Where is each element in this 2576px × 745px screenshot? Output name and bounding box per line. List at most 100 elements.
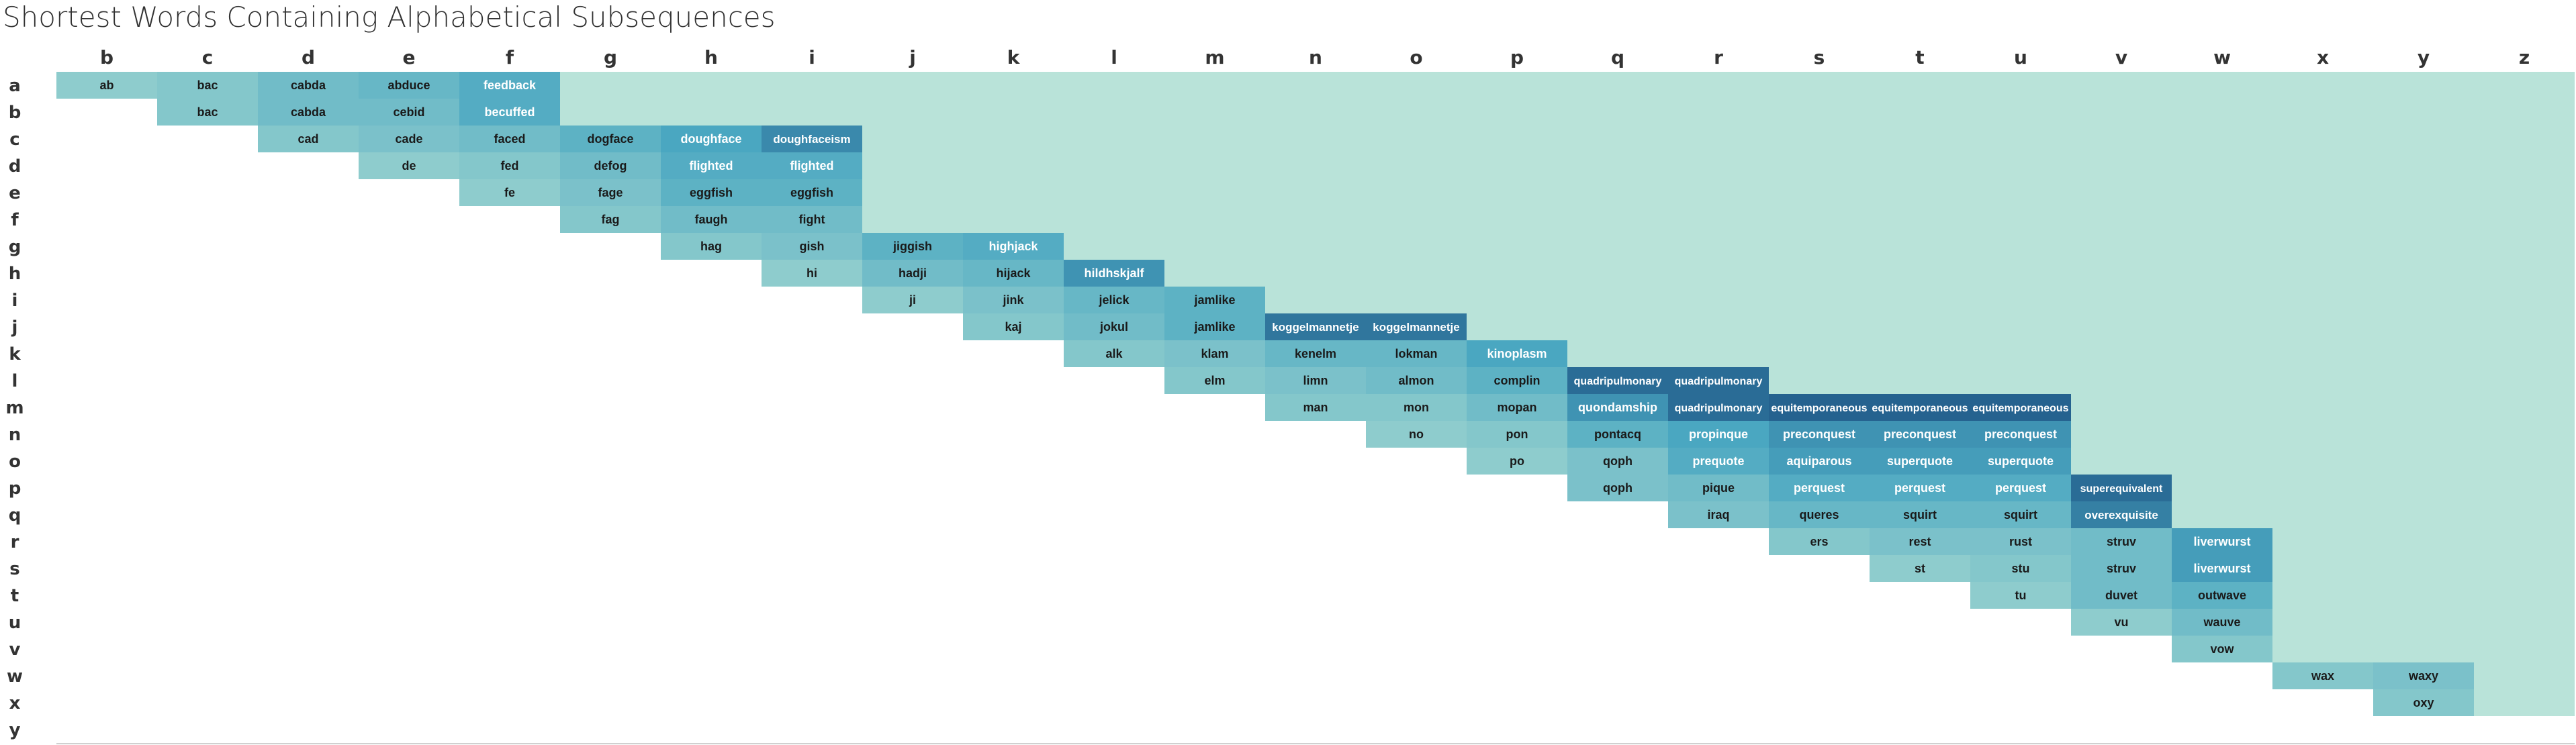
cell-label-a-c: bac — [197, 79, 218, 92]
cell-n-u — [1970, 421, 2071, 448]
cell-h-i — [762, 260, 862, 287]
cell-label-d-g: defog — [594, 159, 627, 172]
cell-label-q-v: overexquisite — [2084, 509, 2158, 522]
cell-label-h-k: hijack — [996, 266, 1031, 280]
cell-label-s-u: stu — [2012, 562, 2030, 575]
row-label-m: m — [5, 398, 24, 418]
column-label-x: x — [2317, 46, 2329, 68]
cell-e-h — [661, 179, 762, 206]
cell-k-p — [1467, 340, 1567, 367]
cell-o-u — [1970, 448, 2071, 475]
cell-label-b-d: cabda — [291, 105, 326, 119]
cell-label-a-f: feedback — [484, 79, 537, 92]
cell-label-r-v: struv — [2107, 535, 2136, 548]
cell-label-q-t: squirt — [1903, 508, 1937, 522]
cell-i-j — [862, 287, 963, 313]
cell-label-d-h: flighted — [690, 159, 733, 172]
cell-label-e-g: fage — [598, 186, 623, 199]
cell-c-i — [762, 126, 862, 152]
cell-label-m-p: mopan — [1497, 401, 1536, 414]
row-label-h: h — [9, 264, 21, 284]
column-label-z: z — [2519, 46, 2530, 68]
cell-label-q-s: queres — [1799, 508, 1839, 522]
cell-f-i — [762, 206, 862, 233]
cell-n-p — [1467, 421, 1567, 448]
cell-label-r-s: ers — [1810, 535, 1828, 548]
cell-n-r — [1668, 421, 1769, 448]
cell-label-n-t: preconquest — [1884, 428, 1956, 441]
cell-label-l-o: almon — [1398, 374, 1434, 387]
row-label-k: k — [9, 344, 21, 364]
cell-o-t — [1870, 448, 1970, 475]
cell-label-t-v: duvet — [2105, 589, 2137, 602]
cell-n-q — [1567, 421, 1668, 448]
cell-label-w-x: wax — [2311, 669, 2334, 683]
cell-label-m-u: equitemporaneous — [1972, 403, 2068, 414]
row-label-b: b — [9, 103, 21, 123]
cell-p-t — [1870, 475, 1970, 501]
cell-s-v — [2071, 555, 2172, 582]
background-band-row-x — [2474, 689, 2575, 716]
column-label-w: w — [2213, 46, 2231, 68]
cell-label-d-i: flighted — [790, 159, 834, 172]
column-label-e: e — [403, 46, 416, 68]
cell-p-s — [1769, 475, 1870, 501]
cell-label-s-t: st — [1915, 562, 1925, 575]
cell-n-o — [1366, 421, 1467, 448]
cell-label-s-v: struv — [2107, 562, 2136, 575]
row-label-d: d — [9, 156, 21, 177]
cell-b-d — [258, 99, 359, 126]
cell-j-o — [1366, 313, 1467, 340]
cell-m-p — [1467, 394, 1567, 421]
cell-label-j-n: koggelmannetje — [1272, 321, 1359, 334]
cell-d-f — [459, 152, 560, 179]
cell-f-h — [661, 206, 762, 233]
cell-k-o — [1366, 340, 1467, 367]
cell-label-c-i: doughfaceism — [773, 133, 850, 146]
cell-label-s-w: liverwurst — [2193, 562, 2250, 575]
cell-label-a-b: ab — [99, 79, 113, 92]
cell-o-r — [1668, 448, 1769, 475]
cell-label-l-m: elm — [1204, 374, 1225, 387]
cell-w-y — [2373, 662, 2474, 689]
cell-label-q-u: squirt — [2004, 508, 2037, 522]
column-label-p: p — [1510, 46, 1524, 68]
cell-label-i-k: jink — [1002, 293, 1024, 307]
cell-r-s — [1769, 528, 1870, 555]
row-label-x: x — [9, 693, 21, 713]
cell-q-v — [2071, 501, 2172, 528]
cell-label-n-s: preconquest — [1783, 428, 1855, 441]
background-band-row-e — [560, 179, 2575, 206]
cell-label-l-n: limn — [1303, 374, 1328, 387]
cell-p-q — [1567, 475, 1668, 501]
cell-a-e — [359, 72, 459, 99]
cell-l-m — [1164, 367, 1265, 394]
column-label-f: f — [506, 46, 514, 68]
cell-label-k-p: kinoplasm — [1487, 347, 1547, 360]
cell-label-o-u: superquote — [1988, 454, 2054, 468]
cell-label-p-q: qoph — [1603, 481, 1632, 495]
cell-label-b-e: cebid — [393, 105, 424, 119]
cell-t-v — [2071, 582, 2172, 609]
cell-label-m-n: man — [1303, 401, 1328, 414]
cell-l-o — [1366, 367, 1467, 394]
cell-l-p — [1467, 367, 1567, 394]
row-label-n: n — [9, 425, 21, 445]
column-label-h: h — [704, 46, 718, 68]
column-label-d: d — [302, 46, 315, 68]
cell-u-w — [2172, 609, 2272, 636]
cell-g-k — [963, 233, 1064, 260]
cell-i-m — [1164, 287, 1265, 313]
cell-label-w-y: waxy — [2408, 669, 2438, 683]
cell-label-n-q: pontacq — [1594, 428, 1641, 441]
column-label-y: y — [2418, 46, 2430, 68]
cell-label-m-s: equitemporaneous — [1771, 403, 1867, 414]
cell-c-g — [560, 126, 661, 152]
cell-q-s — [1769, 501, 1870, 528]
cell-j-n — [1265, 313, 1366, 340]
cell-d-g — [560, 152, 661, 179]
cell-label-c-e: cade — [395, 132, 422, 146]
background-band-row-f — [661, 206, 2575, 233]
cell-d-h — [661, 152, 762, 179]
